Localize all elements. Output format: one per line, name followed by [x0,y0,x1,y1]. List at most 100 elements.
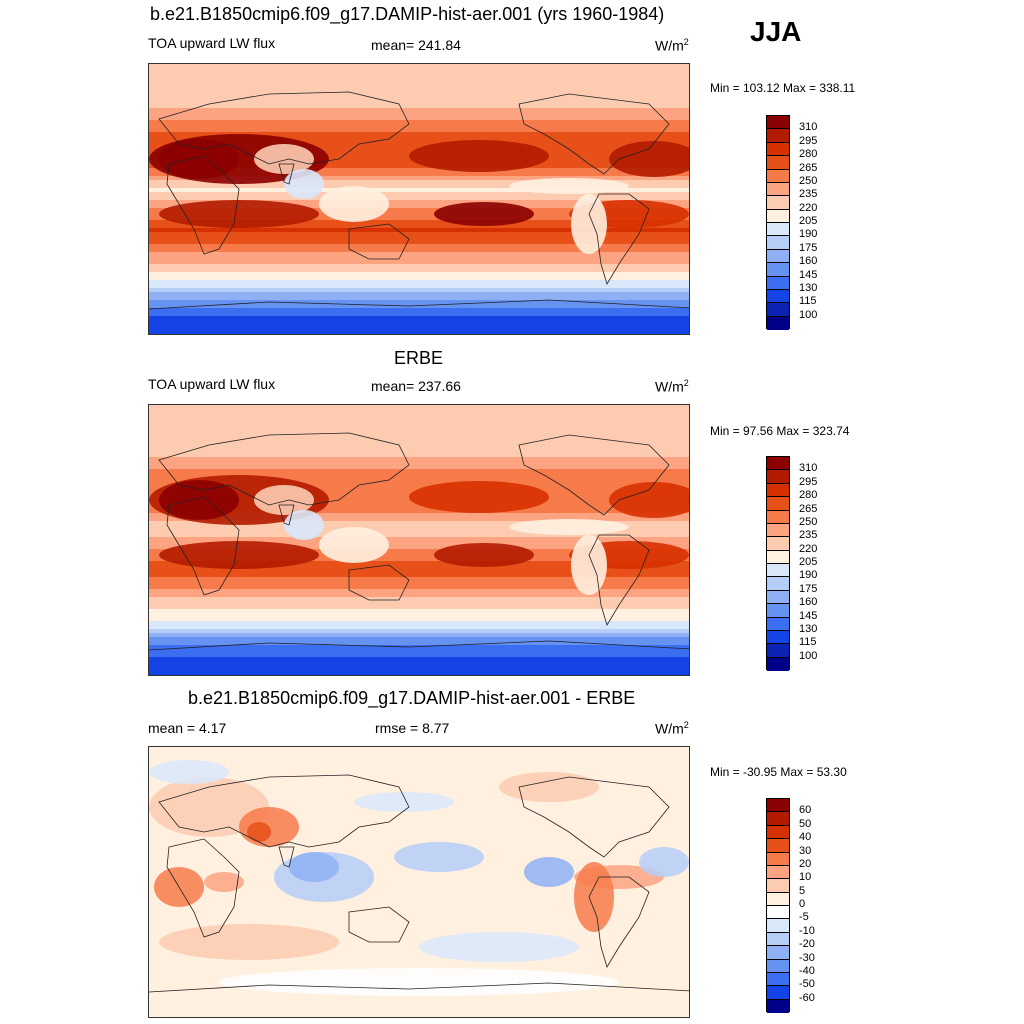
panel3-mean: mean = 4.17 [148,720,227,736]
colorbar-tick-label: 100 [799,649,818,662]
colorbar-box [767,799,789,813]
colorbar-tick-label: 175 [799,241,818,254]
colorbar-tick-label: 235 [799,529,818,542]
colorbar-tick-label: -30 [799,951,815,964]
panel3-minmax: Min = -30.95 Max = 53.30 [710,765,847,779]
panel2-map-svg [149,405,689,675]
colorbar-tick-label: 0 [799,898,806,910]
colorbar-tick-label: 115 [799,636,817,649]
colorbar-tick-label: -20 [799,938,815,951]
colorbar-box [767,865,789,880]
colorbar-box [767,906,789,920]
colorbar-box [767,457,789,471]
colorbar-tick-label: 175 [799,582,818,595]
colorbar-tick-label: 160 [799,255,818,268]
colorbar-box [767,209,789,223]
panel1-variable: TOA upward LW flux [148,35,276,51]
colorbar-tick-label: 50 [799,817,812,830]
colorbar-box [767,169,789,183]
colorbar-box [767,617,789,631]
colorbar-tick-label: 40 [799,831,812,844]
colorbar-tick-label: -50 [799,978,815,991]
colorbar-box [767,959,789,973]
colorbar-box [767,276,789,290]
colorbar-box [767,972,789,987]
panel2-minmax: Min = 97.56 Max = 323.74 [710,424,850,438]
colorbar-tick-label: -60 [799,991,815,1004]
colorbar-box [767,892,789,906]
panel3-map [148,746,690,1018]
colorbar-box [767,470,789,484]
colorbar-box [767,644,789,658]
colorbar-tick-label: 145 [799,268,818,281]
panel1-colorbar [766,115,790,330]
colorbar-box [767,236,789,250]
colorbar-tick-label: 60 [799,804,812,817]
colorbar-tick-label: 265 [799,502,818,515]
colorbar-box [767,510,789,524]
panel2-map [148,404,690,676]
colorbar-box [767,812,789,826]
colorbar-box [767,142,789,157]
colorbar-tick-label: 10 [799,871,812,884]
colorbar-box [767,303,789,317]
colorbar-box [767,604,789,618]
colorbar-box [767,523,789,538]
colorbar-box [767,825,789,840]
colorbar-tick-label: 115 [799,295,817,308]
colorbar-tick-label: -5 [799,911,809,924]
colorbar-box [767,223,789,237]
panel3-units: W/m2 [655,720,689,737]
colorbar-tick-label: 250 [799,515,818,528]
colorbar-box [767,116,789,130]
colorbar-box [767,182,789,197]
colorbar-box [767,852,789,866]
colorbar-box [767,932,789,947]
panel1-map-svg [149,64,689,334]
colorbar-tick-label: -40 [799,964,815,977]
colorbar-box [767,483,789,498]
colorbar-box [767,249,789,264]
panel3-rmse: rmse = 8.77 [375,720,450,736]
panel2-units: W/m2 [655,378,689,395]
colorbar-tick-label: 250 [799,174,818,187]
colorbar-box [767,497,789,511]
panel2-variable: TOA upward LW flux [148,376,276,392]
colorbar-tick-label: 235 [799,188,818,201]
panel2-colorbar [766,456,790,671]
colorbar-tick-label: 295 [799,475,818,488]
panel2-mean: mean= 237.66 [371,378,461,394]
colorbar-box [767,129,789,143]
colorbar-tick-label: 205 [799,556,818,568]
panel3-title: b.e21.B1850cmip6.f09_g17.DAMIP-hist-aer.… [188,688,636,708]
colorbar-box [767,577,789,591]
colorbar-box [767,289,789,304]
panel1-map [148,63,690,335]
colorbar-tick-label: 5 [799,884,806,897]
colorbar-box [767,537,789,551]
colorbar-tick-label: 130 [799,281,818,294]
panel1-title: b.e21.B1850cmip6.f09_g17.DAMIP-hist-aer.… [150,4,665,24]
colorbar-box [767,946,789,960]
colorbar-tick-label: 160 [799,596,818,609]
colorbar-tick-label: 190 [799,569,818,582]
colorbar-tick-label: 310 [799,462,818,475]
colorbar-tick-label: 130 [799,622,818,635]
colorbar-tick-label: 220 [799,542,818,555]
season-label: JJA [750,16,802,47]
colorbar-tick-label: 100 [799,308,818,321]
colorbar-tick-label: 310 [799,121,818,134]
colorbar-tick-label: -10 [799,924,815,937]
colorbar-box [767,263,789,277]
colorbar-box [767,316,789,330]
colorbar-tick-label: 280 [799,148,818,161]
colorbar-box [767,156,789,170]
panel1-units: W/m2 [655,37,689,54]
colorbar-box [767,879,789,893]
colorbar-box [767,839,789,853]
colorbar-box [767,564,789,578]
colorbar-tick-label: 280 [799,489,818,502]
panel1-minmax: Min = 103.12 Max = 338.11 [710,81,856,95]
colorbar-tick-label: 30 [799,844,812,857]
panel3-map-svg [149,747,689,1017]
